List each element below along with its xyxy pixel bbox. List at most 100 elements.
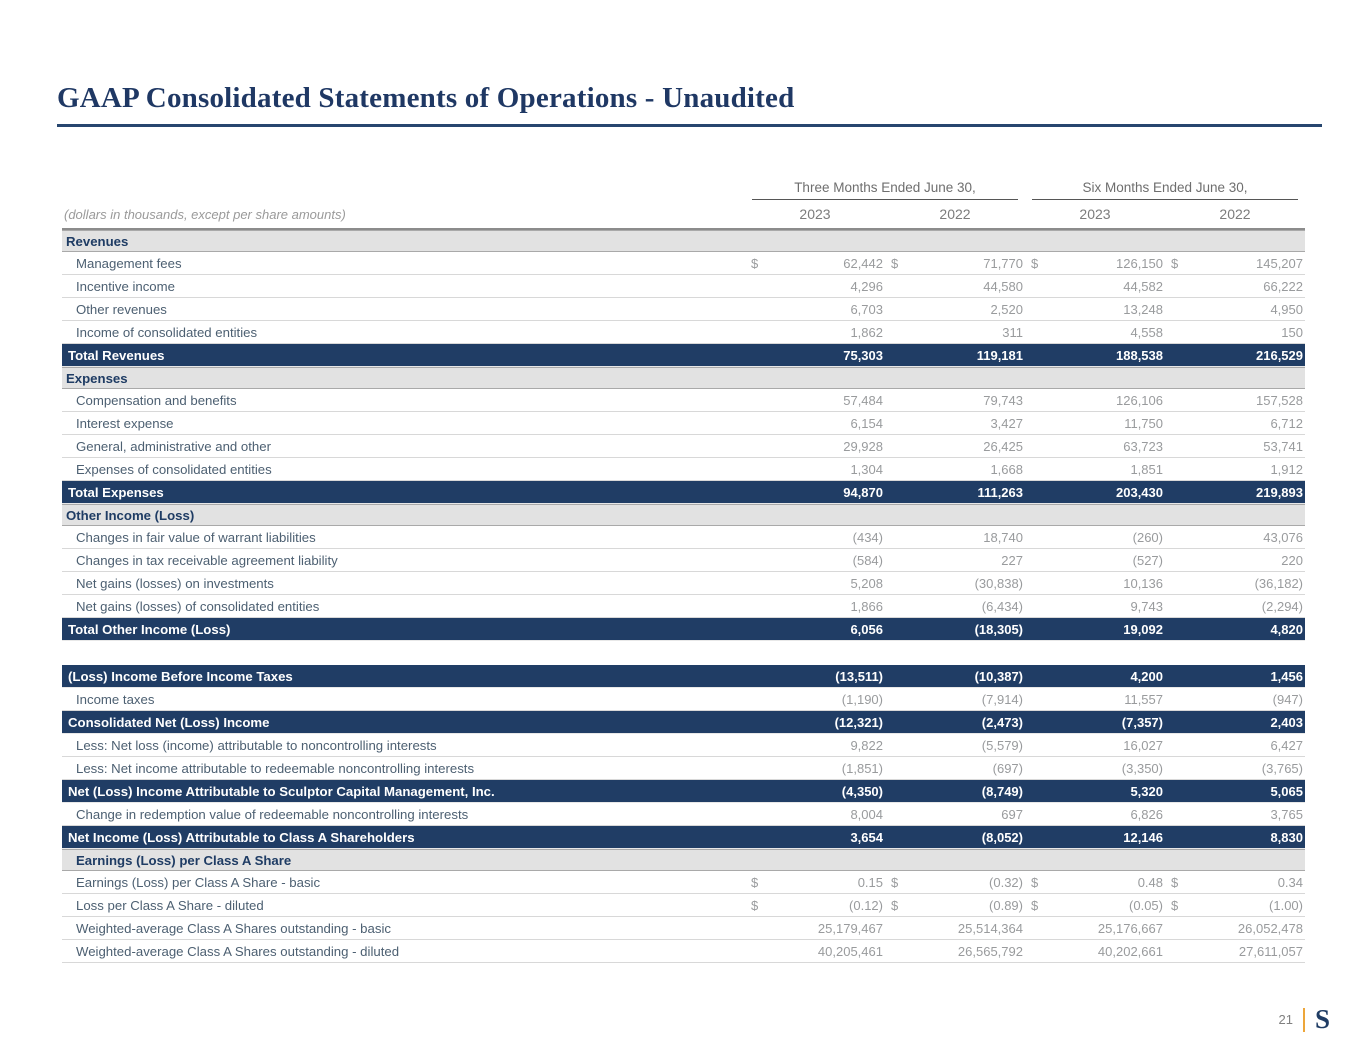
amount-value: (0.12) xyxy=(849,897,883,913)
dollar-sign: $ xyxy=(1031,897,1039,913)
page-number: 21 xyxy=(1278,1012,1293,1027)
amount-value: (8,749) xyxy=(981,783,1023,799)
amount-value: 3,427 xyxy=(990,415,1023,431)
amount-cell: $126,150 xyxy=(1025,256,1165,271)
amount-cell: 311 xyxy=(885,325,1025,340)
amount-cell: 26,052,478 xyxy=(1165,921,1305,936)
amount-value: 43,076 xyxy=(1263,529,1303,545)
row-label: Weighted-average Class A Shares outstand… xyxy=(76,920,391,936)
column-group-three-months: Three Months Ended June 30, xyxy=(752,180,1018,200)
table-row: Less: Net loss (income) attributable to … xyxy=(62,734,1305,757)
section-header-row: Other Income (Loss) xyxy=(62,504,1305,526)
amount-value: 119,181 xyxy=(976,347,1023,363)
amount-cell: 3,427 xyxy=(885,416,1025,431)
amount-cell: 94,870 xyxy=(745,485,885,500)
amount-value: 10,136 xyxy=(1123,575,1163,591)
amount-value: 11,750 xyxy=(1124,415,1163,431)
row-label: Incentive income xyxy=(76,278,175,294)
row-label: Total Other Income (Loss) xyxy=(68,621,231,637)
row-label: Income taxes xyxy=(76,691,155,707)
amount-value: 18,740 xyxy=(983,529,1023,545)
amount-value: (4,350) xyxy=(841,783,883,799)
amount-cell: (5,579) xyxy=(885,738,1025,753)
amount-cell: (30,838) xyxy=(885,576,1025,591)
amount-cell: 1,851 xyxy=(1025,462,1165,477)
amount-value: 6,826 xyxy=(1130,806,1163,822)
amount-value: (5,579) xyxy=(981,737,1023,753)
amount-cell: 66,222 xyxy=(1165,279,1305,294)
amount-value: 5,320 xyxy=(1130,783,1163,799)
amount-value: 227 xyxy=(1001,552,1023,568)
row-label: Less: Net loss (income) attributable to … xyxy=(76,737,437,753)
total-row: Total Revenues 75,303 119,181 188,538 216,52… xyxy=(62,344,1305,367)
amount-value: (13,511) xyxy=(835,668,883,684)
row-label: Management fees xyxy=(76,255,182,271)
year-header: 2023 xyxy=(1079,206,1111,222)
amount-value: 27,611,057 xyxy=(1238,943,1303,959)
amount-cell: 53,741 xyxy=(1165,439,1305,454)
amount-value: 9,822 xyxy=(850,737,883,753)
amount-cell: 79,743 xyxy=(885,393,1025,408)
amount-cell: 6,154 xyxy=(745,416,885,431)
table-row: Weighted-average Class A Shares outstand… xyxy=(62,940,1305,963)
amount-value: (36,182) xyxy=(1254,575,1303,591)
dollar-sign: $ xyxy=(1171,874,1179,890)
amount-cell: 75,303 xyxy=(745,348,885,363)
amount-cell: 5,208 xyxy=(745,576,885,591)
amount-cell: (260) xyxy=(1025,530,1165,545)
row-label: Change in redemption value of redeemable… xyxy=(76,806,469,822)
amount-value: 12,146 xyxy=(1123,829,1163,845)
dollar-sign: $ xyxy=(751,874,759,890)
amount-value: (3,765) xyxy=(1261,760,1303,776)
page-title: GAAP Consolidated Statements of Operatio… xyxy=(57,82,795,114)
amount-cell: 12,146 xyxy=(1025,830,1165,845)
amount-cell: (434) xyxy=(745,530,885,545)
amount-cell: 1,304 xyxy=(745,462,885,477)
amount-cell: (2,473) xyxy=(885,715,1025,730)
amount-cell: 1,668 xyxy=(885,462,1025,477)
amount-cell: $71,770 xyxy=(885,256,1025,271)
amount-value: 25,176,667 xyxy=(1097,920,1163,936)
sculptor-logo: S xyxy=(1314,1004,1330,1034)
amount-value: 203,430 xyxy=(1116,484,1163,500)
amount-cell: 111,263 xyxy=(885,485,1025,500)
amount-cell: 5,320 xyxy=(1025,784,1165,799)
amount-cell: (7,357) xyxy=(1025,715,1165,730)
year-header: 2022 xyxy=(939,206,971,222)
amount-cell: 1,456 xyxy=(1165,669,1305,684)
footer: 21 S xyxy=(1279,1006,1331,1033)
spacer-row xyxy=(62,641,1305,665)
amount-cell: $0.15 xyxy=(745,875,885,890)
amount-value: 697 xyxy=(1001,806,1023,822)
amount-value: 40,202,661 xyxy=(1097,943,1163,959)
total-row: (Loss) Income Before Income Taxes (13,511… xyxy=(62,665,1305,688)
table-header: Three Months Ended June 30, Six Months E… xyxy=(62,176,1305,230)
amount-value: (1,190) xyxy=(841,691,883,707)
amount-value: (30,838) xyxy=(974,575,1023,591)
amount-value: 26,425 xyxy=(983,438,1023,454)
amount-value: 44,582 xyxy=(1123,278,1163,294)
amount-value: (8,052) xyxy=(981,829,1023,845)
amount-value: 75,303 xyxy=(843,347,883,363)
amount-cell: (527) xyxy=(1025,553,1165,568)
column-group-six-months: Six Months Ended June 30, xyxy=(1032,180,1298,200)
row-label: Income of consolidated entities xyxy=(76,324,258,340)
amount-cell: 188,538 xyxy=(1025,348,1165,363)
amount-cell: 11,750 xyxy=(1025,416,1165,431)
amount-value: 311 xyxy=(1002,324,1023,340)
year-header: 2023 xyxy=(799,206,831,222)
amount-cell: 44,582 xyxy=(1025,279,1165,294)
amount-value: 44,580 xyxy=(983,278,1023,294)
table-row: Weighted-average Class A Shares outstand… xyxy=(62,917,1305,940)
amount-value: (0.89) xyxy=(989,897,1023,913)
row-label: Total Expenses xyxy=(68,484,164,500)
row-label: Net gains (losses) on investments xyxy=(76,575,274,591)
amount-cell: (4,350) xyxy=(745,784,885,799)
table-body: Revenues Management fees $62,442 $71,770 $12… xyxy=(62,230,1305,963)
total-row: Total Expenses 94,870 111,263 203,430 219,89… xyxy=(62,481,1305,504)
units-note: (dollars in thousands, except per share … xyxy=(64,207,346,222)
column-group-row: Three Months Ended June 30, Six Months E… xyxy=(62,176,1305,200)
amount-cell: 26,565,792 xyxy=(885,944,1025,959)
table-row: Management fees $62,442 $71,770 $126,150 $14… xyxy=(62,252,1305,275)
section-header-row: Expenses xyxy=(62,367,1305,389)
